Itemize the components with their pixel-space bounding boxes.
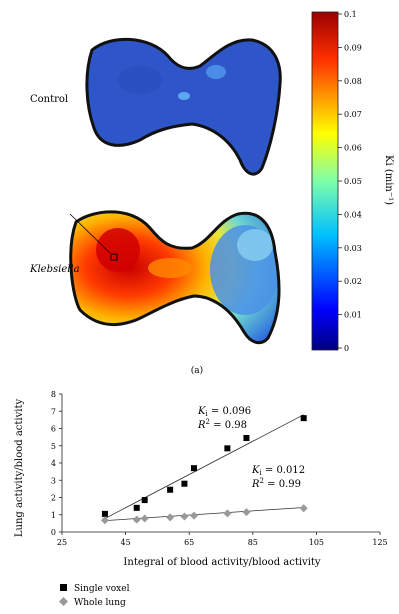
colorbar-label: Ki (min⁻¹) bbox=[383, 155, 394, 205]
colorbar-tick-label: 0.07 bbox=[344, 110, 362, 119]
y-tick-label: 3 bbox=[51, 476, 56, 485]
data-point-single-voxel bbox=[190, 465, 197, 472]
colorbar-tick-label: 0.01 bbox=[344, 311, 362, 320]
klebsiella-lung-image bbox=[69, 210, 281, 345]
colorbar-tick-label: 0.04 bbox=[344, 210, 362, 219]
colorbar-tick-label: 0.06 bbox=[344, 144, 362, 153]
y-tick-label: 6 bbox=[51, 425, 56, 434]
panel-label-a: (a) bbox=[191, 365, 203, 376]
r2-annotation: R2 = 0.98 bbox=[197, 418, 247, 431]
x-tick-label: 105 bbox=[309, 538, 324, 547]
data-point-whole-lung bbox=[189, 511, 198, 520]
y-tick-label: 2 bbox=[51, 494, 56, 503]
y-tick-label: 4 bbox=[51, 459, 56, 468]
legend-label-whole-lung: Whole lung bbox=[74, 598, 126, 608]
data-point-whole-lung bbox=[180, 512, 189, 521]
k-annotation: Ki = 0.012 bbox=[251, 465, 305, 477]
y-tick-label: 7 bbox=[51, 407, 56, 416]
colorbar-tick-label: 0.1 bbox=[344, 10, 357, 19]
data-point-whole-lung bbox=[140, 514, 149, 523]
data-point-whole-lung bbox=[100, 516, 109, 525]
legend-label-single-voxel: Single voxel bbox=[74, 584, 130, 594]
control-label: Control bbox=[30, 94, 68, 105]
x-tick-label: 85 bbox=[248, 538, 258, 547]
voxel-marker bbox=[110, 253, 118, 261]
x-tick-label: 45 bbox=[121, 538, 131, 547]
y-tick-label: 8 bbox=[51, 390, 56, 399]
data-point-whole-lung bbox=[299, 504, 308, 513]
x-tick-label: 25 bbox=[57, 538, 67, 547]
x-tick-label: 65 bbox=[184, 538, 194, 547]
colorbar-tick-label: 0.05 bbox=[344, 177, 362, 186]
klebsiella-label: Klebsiella bbox=[29, 264, 80, 275]
legend-marker-single-voxel bbox=[60, 584, 67, 591]
colorbar-tick-label: 0.02 bbox=[344, 277, 362, 286]
legend-marker-whole-lung bbox=[59, 597, 68, 606]
colorbar-tick-label: 0.03 bbox=[344, 244, 362, 253]
y-tick-label: 5 bbox=[51, 442, 56, 451]
data-point-single-voxel bbox=[224, 445, 231, 452]
data-point-single-voxel bbox=[101, 510, 108, 517]
legend: Single voxel Whole lung bbox=[59, 584, 130, 608]
data-point-single-voxel bbox=[300, 415, 307, 422]
colorbar-ticks: 0.1 0.09 0.08 0.07 0.06 0.05 0.04 0.03 0.02 0.01 0 bbox=[338, 10, 362, 353]
data-point-whole-lung bbox=[166, 513, 175, 522]
colorbar bbox=[311, 11, 339, 351]
y-axis-label: Lung activity/blood activity bbox=[14, 399, 25, 538]
data-point-whole-lung bbox=[242, 508, 251, 517]
x-axis-label: Integral of blood activity/blood activit… bbox=[123, 557, 320, 568]
colorbar-tick-label: 0.09 bbox=[344, 43, 362, 52]
data-point-single-voxel bbox=[167, 486, 174, 493]
data-point-whole-lung bbox=[223, 509, 232, 518]
voxel-arrow bbox=[69, 213, 111, 254]
control-lung-image bbox=[85, 37, 282, 176]
k-annotation: Ki = 0.096 bbox=[197, 406, 251, 418]
data-point-whole-lung bbox=[132, 515, 141, 524]
x-tick-label: 125 bbox=[372, 538, 387, 547]
colorbar-tick-label: 0.08 bbox=[344, 77, 362, 86]
y-tick-label: 0 bbox=[51, 528, 56, 537]
y-tick-label: 1 bbox=[51, 511, 56, 520]
data-point-single-voxel bbox=[133, 504, 140, 511]
data-point-single-voxel bbox=[181, 480, 188, 487]
colorbar-tick-label: 0 bbox=[344, 344, 349, 353]
fit-line bbox=[104, 414, 304, 519]
data-point-single-voxel bbox=[243, 434, 250, 441]
data-point-single-voxel bbox=[141, 497, 148, 504]
r2-annotation: R2 = 0.99 bbox=[251, 477, 301, 490]
